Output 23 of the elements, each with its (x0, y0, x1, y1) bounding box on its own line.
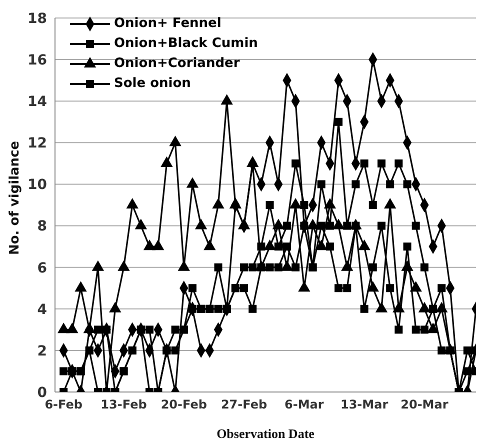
x-tick-label: 20-Feb (160, 398, 208, 412)
y-tick-label: 12 (28, 136, 47, 152)
y-axis-title: No. of vigilance (8, 140, 23, 255)
y-tick-label: 18 (28, 10, 47, 27)
legend-label: Onion+Black Cumin (114, 35, 258, 53)
y-tick-label: 16 (28, 52, 47, 69)
y-tick-label: 6 (37, 260, 47, 276)
legend-label: Sole onion (114, 75, 191, 93)
x-tick-label: 13-Feb (100, 398, 148, 412)
x-tick-label: 6-Mar (284, 398, 324, 412)
y-tick-label: 4 (37, 302, 48, 318)
legend-label: Onion+Coriander (114, 55, 240, 73)
y-tick-label: 0 (37, 384, 48, 401)
x-axis-title: Observation Date (216, 426, 315, 441)
x-tick-label: 27-Feb (220, 398, 268, 412)
y-tick-label: 10 (28, 177, 48, 194)
y-tick-label: 14 (28, 94, 48, 110)
y-tick-label: 8 (37, 218, 47, 235)
y-tick-label: 2 (37, 343, 47, 360)
x-tick-label: 13-Mar (340, 398, 388, 412)
legend-label: Onion+ Fennel (114, 15, 222, 33)
x-tick-label: 6-Feb (44, 398, 83, 412)
x-tick-label: 20-Mar (400, 398, 448, 412)
